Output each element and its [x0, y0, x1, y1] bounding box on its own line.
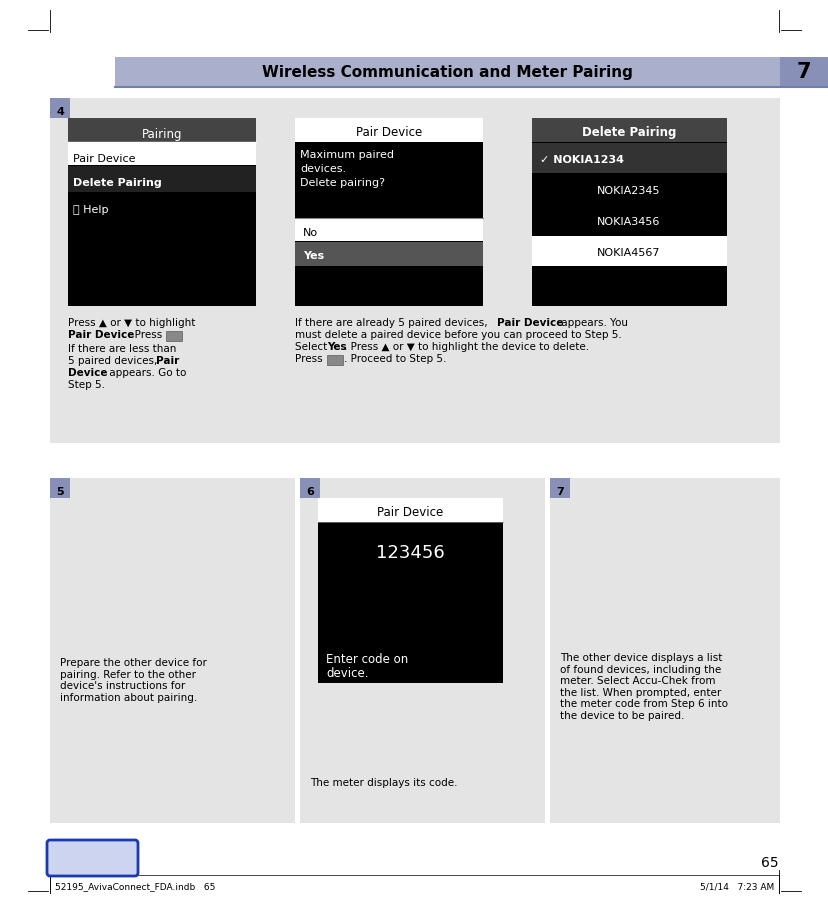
- Bar: [549, 478, 779, 823]
- Bar: [166, 331, 182, 341]
- Bar: [318, 523, 503, 573]
- Bar: [295, 267, 483, 306]
- Text: If there are already 5 paired devices,: If there are already 5 paired devices,: [295, 318, 490, 328]
- Bar: [300, 478, 544, 823]
- Text: Prepare the other device for
pairing. Refer to the other
device's instructions f: Prepare the other device for pairing. Re…: [60, 658, 207, 702]
- Bar: [779, 57, 828, 87]
- Bar: [532, 236, 726, 266]
- Text: Pairing: Pairing: [142, 127, 182, 140]
- Bar: [318, 574, 503, 639]
- Bar: [50, 98, 70, 118]
- Text: 123456: 123456: [375, 544, 444, 562]
- Bar: [50, 478, 295, 823]
- Text: 52195_AvivaConnect_FDA.indb   65: 52195_AvivaConnect_FDA.indb 65: [55, 882, 215, 892]
- Bar: [532, 205, 726, 235]
- Text: Pair Device: Pair Device: [73, 154, 135, 164]
- FancyBboxPatch shape: [47, 840, 137, 876]
- Bar: [295, 219, 483, 241]
- Bar: [549, 478, 570, 498]
- Text: The other device displays a list
of found devices, including the
meter. Select A: The other device displays a list of foun…: [560, 653, 727, 721]
- Bar: [68, 143, 256, 165]
- Text: Delete Pairing: Delete Pairing: [581, 126, 676, 138]
- Bar: [68, 166, 256, 192]
- Bar: [295, 242, 483, 266]
- Bar: [300, 478, 320, 498]
- Bar: [532, 143, 726, 173]
- Bar: [318, 498, 503, 683]
- Text: DRAFT: DRAFT: [58, 849, 126, 867]
- Text: . Press: . Press: [128, 330, 166, 340]
- Text: Device: Device: [68, 368, 108, 378]
- Text: Press: Press: [295, 354, 325, 364]
- Text: 5/1/14   7:23 AM: 5/1/14 7:23 AM: [699, 882, 773, 892]
- Text: appears. You: appears. You: [557, 318, 628, 328]
- Text: The meter displays its code.: The meter displays its code.: [310, 778, 457, 788]
- Text: ⓘ Help: ⓘ Help: [73, 205, 108, 215]
- Text: Step 5.: Step 5.: [68, 380, 105, 390]
- Text: If there are less than: If there are less than: [68, 344, 176, 354]
- Text: No: No: [303, 228, 318, 238]
- Text: Pair Device: Pair Device: [377, 506, 443, 519]
- Bar: [68, 118, 256, 306]
- Text: NOKIA2345: NOKIA2345: [596, 186, 660, 196]
- Bar: [115, 57, 779, 87]
- Text: Wireless Communication and Meter Pairing: Wireless Communication and Meter Pairing: [262, 65, 632, 79]
- Text: Select: Select: [295, 342, 330, 352]
- Text: ✓ NOKIA1234: ✓ NOKIA1234: [539, 155, 623, 165]
- Text: Yes: Yes: [326, 342, 346, 352]
- Text: ok: ok: [331, 356, 339, 362]
- Text: appears. Go to: appears. Go to: [106, 368, 186, 378]
- Bar: [532, 267, 726, 306]
- Text: NOKIA4567: NOKIA4567: [596, 248, 660, 258]
- Bar: [68, 118, 256, 142]
- Text: 7: 7: [556, 487, 563, 497]
- Text: Press ▲ or ▼ to highlight: Press ▲ or ▼ to highlight: [68, 318, 195, 328]
- Text: Enter code on: Enter code on: [325, 653, 407, 666]
- Text: device.: device.: [325, 667, 368, 680]
- Text: Yes: Yes: [303, 251, 324, 261]
- Text: Maximum paired: Maximum paired: [300, 150, 393, 160]
- Text: 5: 5: [56, 487, 64, 497]
- Text: 65: 65: [760, 856, 778, 870]
- Text: . Press ▲ or ▼ to highlight the device to delete.: . Press ▲ or ▼ to highlight the device t…: [344, 342, 589, 352]
- Bar: [532, 118, 726, 306]
- Text: Pair Device: Pair Device: [68, 330, 134, 340]
- Bar: [326, 355, 343, 365]
- Bar: [318, 498, 503, 522]
- Text: . Proceed to Step 5.: . Proceed to Step 5.: [344, 354, 445, 364]
- Text: ok: ok: [170, 332, 177, 338]
- Text: Pair Device: Pair Device: [497, 318, 563, 328]
- Text: 7: 7: [796, 62, 811, 82]
- Bar: [295, 118, 483, 142]
- Bar: [318, 639, 503, 683]
- Bar: [295, 118, 483, 306]
- Text: 5 paired devices,: 5 paired devices,: [68, 356, 161, 366]
- Text: Delete Pairing: Delete Pairing: [73, 178, 161, 188]
- Text: must delete a paired device before you can proceed to Step 5.: must delete a paired device before you c…: [295, 330, 621, 340]
- Text: Pair: Pair: [156, 356, 179, 366]
- Bar: [532, 118, 726, 142]
- Text: Pair Device: Pair Device: [355, 126, 421, 138]
- Text: NOKIA3456: NOKIA3456: [597, 217, 660, 227]
- Text: 6: 6: [306, 487, 314, 497]
- Text: 4: 4: [56, 107, 64, 117]
- Text: devices.: devices.: [300, 164, 346, 174]
- Bar: [50, 478, 70, 498]
- Bar: [50, 98, 779, 443]
- Text: Delete pairing?: Delete pairing?: [300, 178, 384, 188]
- Bar: [532, 174, 726, 204]
